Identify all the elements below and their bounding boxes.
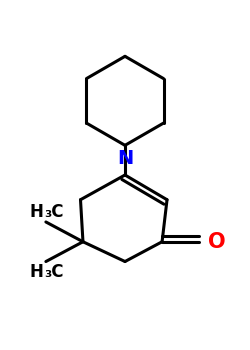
Text: O: O [208,232,226,252]
Text: H: H [30,263,44,281]
Text: ₃C: ₃C [45,263,64,281]
Text: H: H [30,203,44,221]
Text: ₃C: ₃C [45,203,64,221]
Text: N: N [117,149,133,168]
